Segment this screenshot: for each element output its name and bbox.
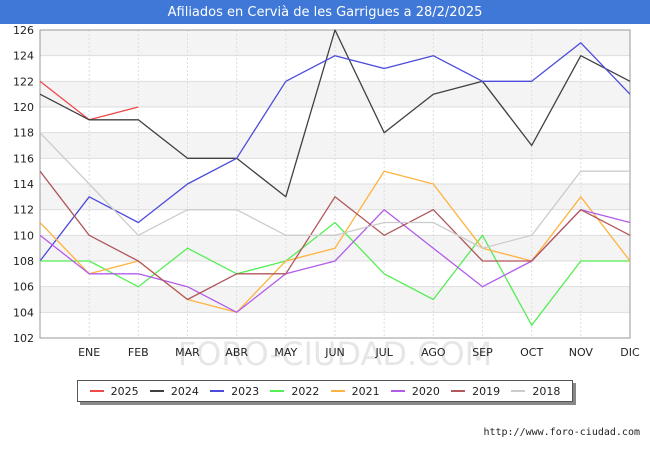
legend-label: 2021 xyxy=(351,384,380,398)
x-tick-label: JUN xyxy=(324,346,345,359)
y-tick-label: 122 xyxy=(13,75,34,88)
series-lines xyxy=(39,29,631,326)
legend-swatch xyxy=(210,390,225,392)
y-tick-label: 114 xyxy=(13,178,34,191)
legend-item-2020: 2020 xyxy=(390,384,440,398)
legend-swatch xyxy=(330,390,345,392)
source-credit: http://www.foro-ciudad.com xyxy=(483,427,640,438)
legend-label: 2020 xyxy=(411,384,440,398)
legend-label: 2024 xyxy=(170,384,199,398)
watermark: FORO-CIUDAD.COM xyxy=(178,335,493,373)
legend-swatch xyxy=(451,390,466,392)
legend-item-2023: 2023 xyxy=(210,385,259,398)
x-tick-label: AGO xyxy=(421,346,446,359)
x-tick-label: DIC xyxy=(620,346,640,359)
x-tick-label: ABR xyxy=(225,346,248,359)
y-tick-label: 110 xyxy=(13,229,34,242)
series-line-2019 xyxy=(39,170,631,301)
series-line-2018 xyxy=(39,132,630,249)
x-tick-label: OCT xyxy=(520,346,543,359)
x-tick-label: ENE xyxy=(78,346,100,359)
legend-swatch xyxy=(390,390,405,392)
legend-label: 2023 xyxy=(231,384,260,398)
series-line-2022 xyxy=(40,221,630,326)
y-tick-label: 112 xyxy=(13,204,34,217)
legend-swatch xyxy=(511,390,526,392)
legend: 2025 2024 2023 2022 2021 2020 2019 2018 xyxy=(77,380,573,402)
x-tick-label: FEB xyxy=(128,346,149,359)
y-tick-label: 102 xyxy=(13,332,34,345)
x-tick-label: MAR xyxy=(175,346,200,359)
legend-item-2021: 2021 xyxy=(330,384,380,398)
x-tick-labels: ENE FEB MAR ABR MAY JUN JUL AGO SEP OCT NOV DIC xyxy=(78,346,640,359)
legend-swatch xyxy=(149,390,164,392)
x-tick-label: JUL xyxy=(374,346,393,359)
legend-label: 2022 xyxy=(291,384,320,398)
legend-item-2018: 2018 xyxy=(511,385,560,398)
legend-label: 2025 xyxy=(110,384,139,398)
legend-item-2025: 2025 xyxy=(89,384,139,398)
legend-swatch xyxy=(89,390,104,392)
y-tick-label: 106 xyxy=(13,281,34,294)
y-tick-labels: 102 104 106 108 110 112 114 116 118 120 122 124 126 xyxy=(13,24,34,345)
series-line-2023 xyxy=(39,42,631,262)
chart-title: Afiliados en Cervià de les Garrigues a 2… xyxy=(0,0,650,24)
legend-swatch xyxy=(270,390,285,392)
x-tick-label: NOV xyxy=(569,346,594,359)
x-tick-label: SEP xyxy=(472,346,493,359)
x-tick-label: MAY xyxy=(274,346,297,359)
y-tick-label: 108 xyxy=(13,255,34,268)
y-tick-label: 126 xyxy=(13,24,34,37)
legend-label: 2019 xyxy=(472,384,501,398)
legend-item-2024: 2024 xyxy=(149,384,199,398)
legend-item-2019: 2019 xyxy=(451,385,500,398)
legend-label: 2018 xyxy=(532,384,561,398)
y-tick-label: 116 xyxy=(13,152,34,165)
y-tick-label: 118 xyxy=(13,127,34,140)
y-tick-label: 104 xyxy=(13,306,34,319)
legend-item-2022: 2022 xyxy=(270,385,319,398)
y-tick-label: 124 xyxy=(13,50,34,63)
y-tick-label: 120 xyxy=(13,101,34,114)
series-line-2024 xyxy=(39,29,631,198)
